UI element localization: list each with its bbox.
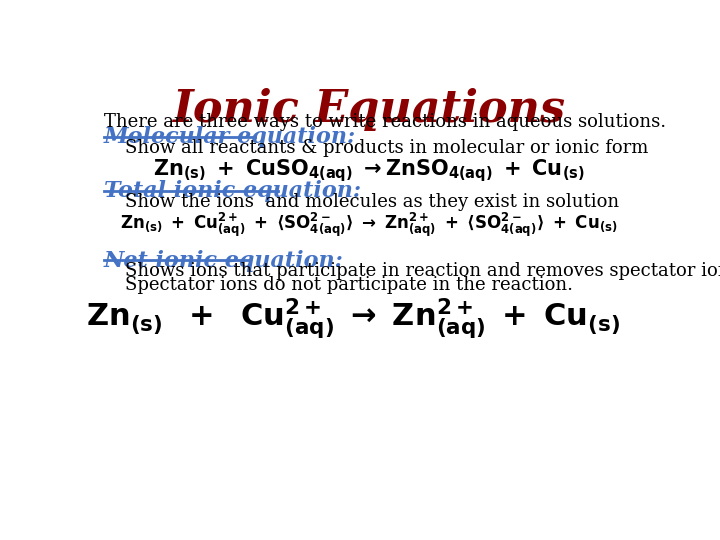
Text: Shows ions that participate in reaction and removes spectator ions.: Shows ions that participate in reaction … [125, 262, 720, 280]
Text: $\mathbf{Zn_{(s)}\ \ +\ \ Cu^{2+}_{(aq)}\ \rightarrow\ Zn^{2+}_{(aq)}\ +\ Cu_{(s: $\mathbf{Zn_{(s)}\ \ +\ \ Cu^{2+}_{(aq)}… [86, 296, 621, 341]
Text: Show all reactants & products in molecular or ionic form: Show all reactants & products in molecul… [125, 139, 648, 157]
Text: Show the ions  and molecules as they exist in solution: Show the ions and molecules as they exis… [125, 193, 619, 211]
Text: $\mathbf{Zn_{(s)}\ +\ CuSO_{4(aq)}\ \rightarrow ZnSO_{4(aq)}\ +\ Cu_{(s)}}$: $\mathbf{Zn_{(s)}\ +\ CuSO_{4(aq)}\ \rig… [153, 157, 585, 184]
Text: $\mathbf{Zn_{(s)}\ +\ Cu^{2+}_{(aq)}\ +\ \langle SO^{2-}_{4(aq)}\rangle\ \righta: $\mathbf{Zn_{(s)}\ +\ Cu^{2+}_{(aq)}\ +\… [120, 211, 618, 239]
Text: Spectator ions do not participate in the reaction.: Spectator ions do not participate in the… [125, 276, 573, 294]
Text: Total ionic equation:: Total ionic equation: [104, 180, 361, 202]
Text: Ionic Equations: Ionic Equations [173, 88, 565, 131]
Text: There are three ways to write reactions in aqueous solutions.: There are three ways to write reactions … [104, 112, 666, 131]
Text: Net ionic equation:: Net ionic equation: [104, 249, 344, 272]
Text: Molecular equation:: Molecular equation: [104, 126, 356, 149]
